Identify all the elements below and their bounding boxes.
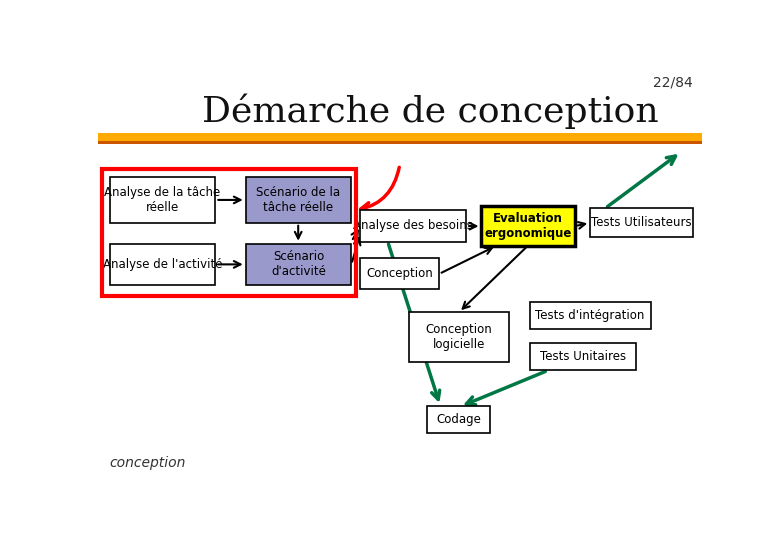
Text: Scénario
d'activité: Scénario d'activité xyxy=(271,251,326,279)
Text: Analyse de l'activité: Analyse de l'activité xyxy=(103,258,222,271)
Bar xyxy=(360,211,466,241)
Bar xyxy=(246,244,351,285)
Text: Tests d'intégration: Tests d'intégration xyxy=(536,309,645,322)
Bar xyxy=(427,406,491,433)
Bar xyxy=(246,177,351,223)
Text: Conception: Conception xyxy=(367,267,433,280)
Text: Analyse des besoins: Analyse des besoins xyxy=(353,219,473,232)
Text: 22/84: 22/84 xyxy=(653,75,693,89)
Text: Codage: Codage xyxy=(436,413,481,426)
Text: Tests Utilisateurs: Tests Utilisateurs xyxy=(591,217,692,230)
Text: Evaluation
ergonomique: Evaluation ergonomique xyxy=(484,212,572,240)
Bar xyxy=(409,312,509,362)
Bar xyxy=(481,206,575,246)
Text: Démarche de conception: Démarche de conception xyxy=(202,94,658,130)
Bar xyxy=(530,343,636,370)
Text: Tests Unitaires: Tests Unitaires xyxy=(540,350,626,363)
Bar xyxy=(98,141,702,144)
Bar xyxy=(109,177,215,223)
Text: Analyse de la tâche
réelle: Analyse de la tâche réelle xyxy=(105,186,221,214)
Bar xyxy=(590,208,693,238)
Text: Scénario de la
tâche réelle: Scénario de la tâche réelle xyxy=(257,186,341,214)
Bar xyxy=(102,168,356,295)
Text: Conception
logicielle: Conception logicielle xyxy=(425,323,492,351)
Bar xyxy=(360,258,439,289)
Bar xyxy=(109,244,215,285)
Bar xyxy=(530,302,651,329)
Text: conception: conception xyxy=(109,456,186,470)
Bar xyxy=(98,133,702,144)
